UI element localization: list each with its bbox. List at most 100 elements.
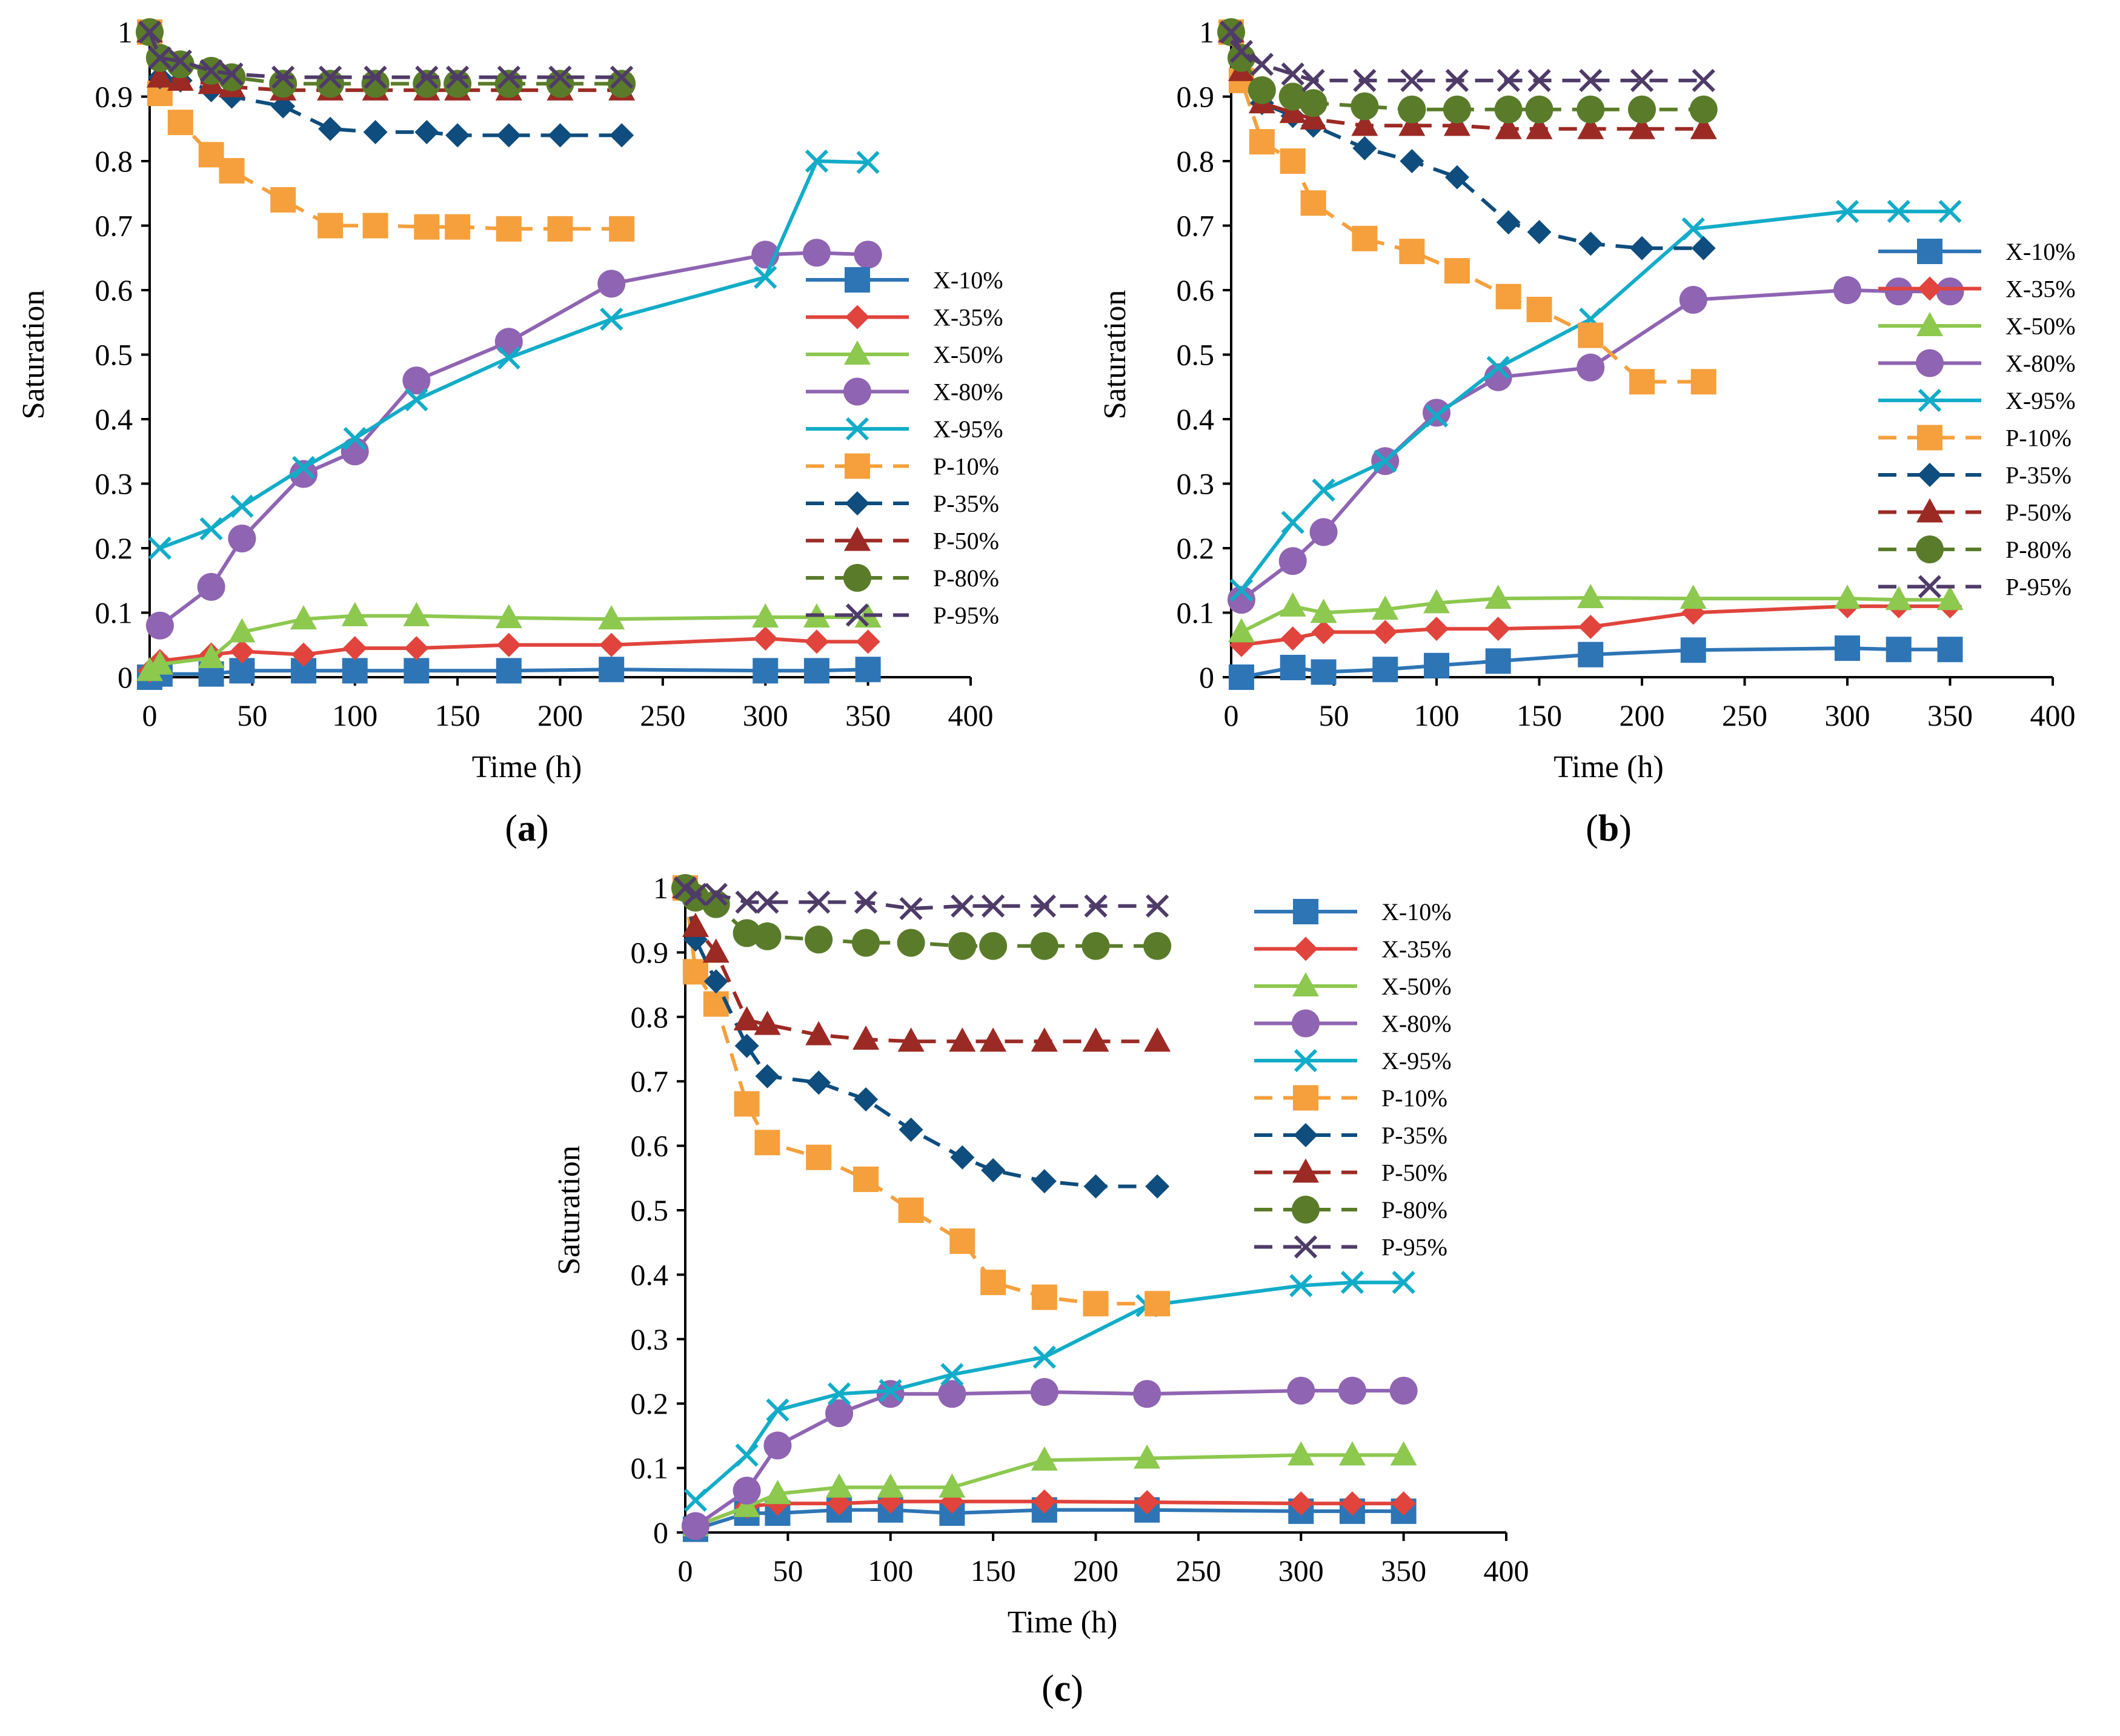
y-tick-label: 0.1 xyxy=(1177,596,1215,630)
p-35pct-point-5 xyxy=(806,1070,831,1095)
legend-item-x-95pct: X-95% xyxy=(806,416,1003,443)
panel-label: (a) xyxy=(505,808,548,849)
x-50pct-point-0 xyxy=(1228,618,1255,643)
panel-label: (c) xyxy=(1042,1668,1083,1709)
legend-label: P-50% xyxy=(1381,1159,1447,1187)
p-10pct-point-5 xyxy=(1352,225,1378,251)
x-95pct-point-8 xyxy=(754,265,777,289)
p-80pct-point-11 xyxy=(1082,932,1110,960)
p-10pct-point-1 xyxy=(682,959,708,985)
x-35pct-point-11 xyxy=(856,629,880,654)
y-tick-label: 0.7 xyxy=(95,209,133,243)
legend-item-p-95pct: P-95% xyxy=(806,602,999,629)
p-80pct-point-4 xyxy=(1299,89,1327,118)
x-80pct-point-7 xyxy=(1679,285,1707,314)
p-50pct-point-9 xyxy=(980,1027,1007,1052)
p-35pct-point-9 xyxy=(445,123,470,148)
p-10pct-point-9 xyxy=(445,214,471,240)
series-p-35pct xyxy=(1219,20,1716,260)
x-80pct-point-1 xyxy=(197,572,225,601)
x-95pct-point-10 xyxy=(1392,1271,1415,1294)
y-tick-label: 1 xyxy=(653,871,668,905)
p-95pct-point-11 xyxy=(548,65,572,89)
legend-label: P-10% xyxy=(1381,1085,1447,1112)
x-50pct-point-7 xyxy=(1134,1444,1161,1469)
x-axis-title: Time (h) xyxy=(472,750,582,784)
x-10pct-point-legend xyxy=(1293,899,1318,924)
legend-label: X-10% xyxy=(1381,898,1452,926)
p-50pct-point-3 xyxy=(1279,99,1306,124)
line-x-50pct xyxy=(148,614,868,672)
x-tick-label: 350 xyxy=(1927,698,1973,732)
p-80pct-point-12 xyxy=(1143,932,1172,960)
y-tick-label: 0.6 xyxy=(95,273,133,307)
p-95pct-point-9 xyxy=(1527,68,1551,92)
legend-item-x-80pct: X-80% xyxy=(1878,349,2076,377)
x-35pct-point-5 xyxy=(1486,617,1510,641)
p-35pct-point-9 xyxy=(1527,220,1552,245)
legend-label: X-50% xyxy=(2005,313,2076,340)
p-95pct-point-3 xyxy=(1281,62,1304,86)
p-35pct-point-9 xyxy=(981,1158,1006,1183)
x-80pct-point-6 xyxy=(1030,1378,1058,1406)
p-80pct-point-12 xyxy=(608,70,636,98)
p-80pct-point-8 xyxy=(413,70,441,98)
x-95pct-point-0 xyxy=(148,536,172,560)
x-95pct-point-2 xyxy=(1312,479,1335,502)
legend-label: X-80% xyxy=(2005,350,2076,377)
y-tick-label: 0.7 xyxy=(1177,209,1215,243)
x-10pct-point-5 xyxy=(342,658,368,684)
x-35pct-point-1 xyxy=(1280,626,1305,651)
x-50pct-point-legend xyxy=(1292,972,1319,996)
line-x-95pct xyxy=(1240,210,1950,592)
p-95pct-point-8 xyxy=(1497,68,1520,92)
x-tick-label: 100 xyxy=(332,698,377,732)
x-95pct-point-legend xyxy=(1918,388,1942,412)
y-tick-label: 0.1 xyxy=(631,1451,669,1485)
x-tick-label: 200 xyxy=(1073,1554,1118,1588)
series-x-80pct xyxy=(145,239,882,640)
p-10pct-point-9 xyxy=(1526,296,1552,322)
x-tick-label: 0 xyxy=(1224,698,1239,732)
p-10pct-point-legend xyxy=(1293,1085,1318,1111)
x-axis-title: Time (h) xyxy=(1008,1605,1118,1640)
x-50pct-point-1 xyxy=(1279,592,1306,617)
x-80pct-point-6 xyxy=(1577,353,1605,382)
legend-label: X-35% xyxy=(1381,936,1452,963)
panel-b: 0 0.1 0.2 0.3 0.4 0.5 0.6 0.7 0.8 0.9 1 0 50 100 150 20… xyxy=(1098,15,2076,849)
x-95pct-point-2 xyxy=(230,494,254,518)
p-50pct-point-7 xyxy=(897,1027,925,1052)
p-95pct-point-0 xyxy=(673,876,697,900)
x-95pct-point-4 xyxy=(879,1379,902,1403)
y-tick-label: 0.2 xyxy=(631,1386,669,1420)
x-95pct-point-4 xyxy=(343,426,367,451)
x-50pct-point-8 xyxy=(1834,585,1861,609)
p-95pct-point-9 xyxy=(446,65,470,89)
p-10pct-point-12 xyxy=(1145,1291,1171,1317)
x-35pct-point-8 xyxy=(599,632,624,657)
p-50pct-point-5 xyxy=(805,1021,832,1045)
legend-label: P-95% xyxy=(1381,1234,1447,1261)
legend-label: P-10% xyxy=(933,453,999,480)
legend-item-p-35pct: P-35% xyxy=(1254,1122,1447,1149)
x-95pct-point-0 xyxy=(683,1488,708,1512)
legend-label: X-35% xyxy=(2005,276,2076,303)
p-10pct-point-11 xyxy=(547,216,573,242)
legend-label: P-80% xyxy=(1381,1196,1447,1224)
x-tick-label: 150 xyxy=(1517,698,1562,732)
p-80pct-point-3 xyxy=(733,919,761,947)
p-95pct-point-7 xyxy=(1445,68,1469,92)
p-50pct-point-7 xyxy=(1443,111,1470,136)
x-50pct-point-6 xyxy=(1577,584,1604,609)
p-80pct-point-2 xyxy=(1248,76,1276,104)
p-50pct-point-5 xyxy=(1351,111,1378,136)
p-95pct-point-legend xyxy=(845,603,869,627)
legend-label: X-95% xyxy=(933,416,1003,443)
x-axis-title: Time (h) xyxy=(1553,750,1664,784)
p-35pct-point-6 xyxy=(854,1087,879,1112)
series-x-80pct xyxy=(681,1376,1418,1540)
p-95pct-point-1 xyxy=(1229,39,1254,64)
p-50pct-point-4 xyxy=(754,1010,781,1035)
p-80pct-point-11 xyxy=(546,70,574,98)
p-95pct-point-1 xyxy=(148,46,172,70)
